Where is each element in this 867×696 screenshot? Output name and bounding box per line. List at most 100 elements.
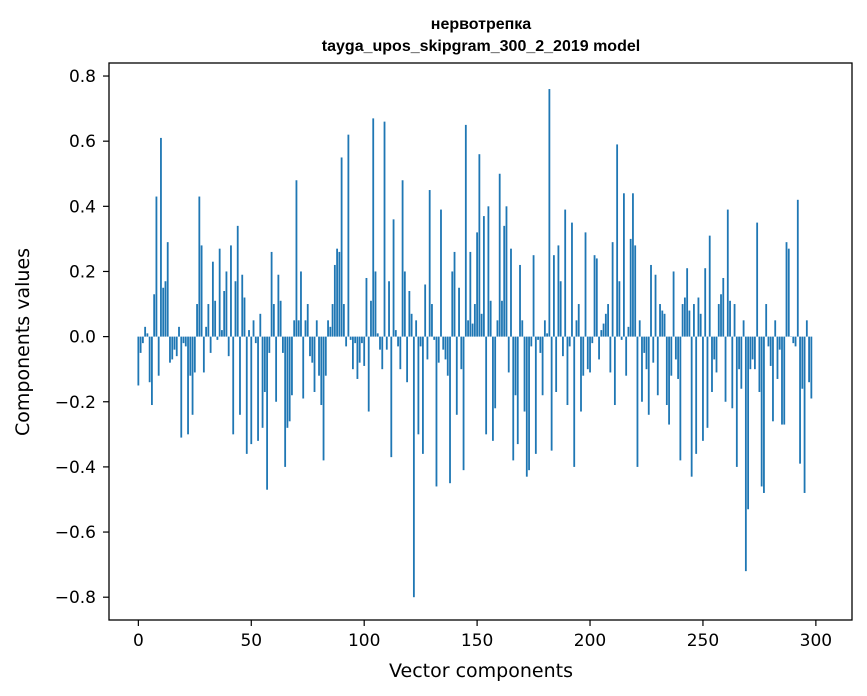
bar [151,336,153,406]
bar [173,336,176,350]
bar [277,274,280,337]
bar [164,281,167,337]
bar [440,209,442,337]
bar [139,336,142,353]
bar [489,300,492,337]
bar [765,304,768,337]
x-tick-label: 300 [800,631,832,651]
bar [146,333,149,337]
bar [171,336,174,360]
x-tick-label: 250 [687,631,719,651]
bar [652,336,655,363]
bar [591,336,594,344]
bar [704,268,707,337]
bar [706,336,709,428]
bar [695,336,698,454]
bar [304,320,307,337]
bar [166,242,169,337]
bar [767,336,770,347]
bar [735,336,738,467]
bar [322,336,325,461]
bar [376,333,379,337]
bar [363,336,366,366]
x-tick-label: 0 [133,631,144,651]
bar [464,124,467,337]
bar [772,336,774,422]
bar [616,144,619,337]
bar [214,300,217,337]
bar [688,310,691,337]
bar [519,264,521,337]
bar [717,304,720,337]
bar [573,336,576,467]
bar [670,336,673,376]
bar [379,336,381,350]
bar [137,336,140,386]
bar [543,320,546,337]
bar [586,336,589,370]
bar [708,235,711,337]
bar [189,336,192,376]
bar [216,336,219,340]
bar [372,118,375,337]
bar [681,304,684,337]
bar [347,134,350,337]
bar [722,277,725,337]
bar [257,336,259,441]
bar [424,284,427,337]
bar [555,336,558,392]
bar [361,336,363,344]
bar [248,330,250,337]
bar [758,336,761,392]
bar [388,281,390,337]
bar [548,89,551,337]
bar [162,287,165,337]
bar [602,323,605,337]
bar [336,248,338,337]
bar [169,336,171,363]
bar [580,336,582,412]
bar [654,274,657,337]
bar [668,336,670,425]
bar [300,271,302,337]
bar [503,225,506,337]
bar [275,336,278,402]
bar [787,248,790,337]
bar [604,313,607,337]
bar [805,320,808,337]
bar [385,336,388,350]
bar [487,206,490,337]
bar [744,336,747,572]
bar [435,336,438,487]
bar [609,336,612,373]
bar [501,300,503,337]
bar [327,320,329,337]
bar [351,336,354,370]
bar [645,336,648,370]
bar [178,326,180,337]
bar [419,336,422,347]
bar [211,261,214,337]
bar [492,336,494,441]
bar [507,336,510,373]
bar [733,304,736,337]
bar [482,216,485,337]
bar [196,304,198,337]
bar [383,121,386,337]
y-tick-label: 0.8 [69,67,96,87]
bar [426,336,429,360]
bar [175,336,178,357]
bar [392,219,395,337]
bar [417,336,420,435]
bar [349,336,352,340]
bar [182,336,185,344]
bar [458,287,460,337]
bar [480,313,483,337]
bar [559,281,562,337]
bar [354,336,357,344]
y-tick-label: 0.0 [69,328,96,348]
bar [293,320,296,337]
bar [778,336,781,350]
y-axis-ticks: −0.8 −0.6 −0.4 −0.2 0.0 0.2 0.4 0.6 0.8 [55,67,109,608]
bar [677,336,680,379]
